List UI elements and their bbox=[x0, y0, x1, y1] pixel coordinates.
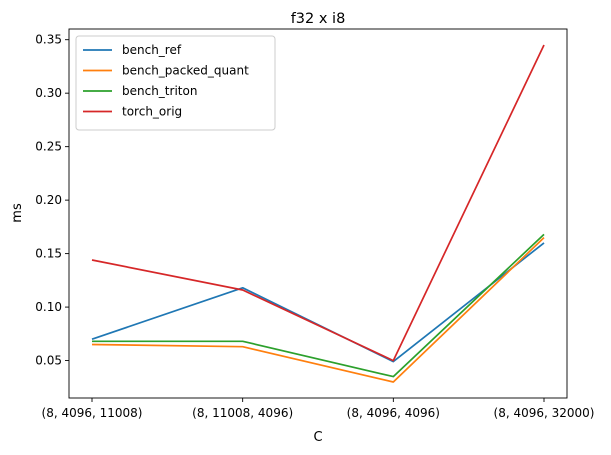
chart-title: f32 x i8 bbox=[291, 11, 346, 27]
legend: bench_ref bench_packed_quant bench_tritont… bbox=[75, 35, 276, 131]
y-tick-label: 0.10 bbox=[35, 300, 62, 314]
x-tick-label: (8, 11008, 4096) bbox=[192, 406, 293, 420]
series-lines bbox=[91, 44, 545, 383]
series-line-bench-packed-quant bbox=[91, 236, 545, 383]
legend-box bbox=[75, 35, 276, 131]
y-tick-label: 0.35 bbox=[35, 33, 62, 47]
y-axis-label: ms bbox=[10, 203, 25, 223]
x-axis: (8, 4096, 11008) (8, 11008, 4096) (8, 4096… bbox=[42, 398, 595, 420]
y-tick-label: 0.25 bbox=[35, 140, 62, 154]
y-axis: 0.05 0.10 0.15 0.20 0.25 0.30 0.35 bbox=[35, 33, 69, 368]
series-line-torch-orig bbox=[91, 44, 545, 362]
x-tick-label: (8, 4096, 32000) bbox=[494, 406, 595, 420]
legend-label: bench_ref bbox=[122, 43, 182, 57]
x-axis-label: C bbox=[313, 430, 322, 445]
series-line-bench-triton bbox=[92, 233, 545, 378]
y-tick-label: 0.05 bbox=[35, 354, 62, 368]
y-tick-label: 0.15 bbox=[35, 247, 62, 261]
x-tick-label: (8, 4096, 4096) bbox=[347, 406, 440, 420]
legend-label: bench_triton bbox=[122, 84, 197, 98]
x-tick-label: (8, 4096, 11008) bbox=[42, 406, 143, 420]
plot-frame bbox=[68, 28, 568, 399]
y-tick-label: 0.30 bbox=[35, 86, 62, 100]
legend-label: torch_orig bbox=[122, 105, 182, 119]
y-tick-label: 0.20 bbox=[35, 193, 62, 207]
legend-label: bench_packed_quant bbox=[122, 64, 249, 78]
